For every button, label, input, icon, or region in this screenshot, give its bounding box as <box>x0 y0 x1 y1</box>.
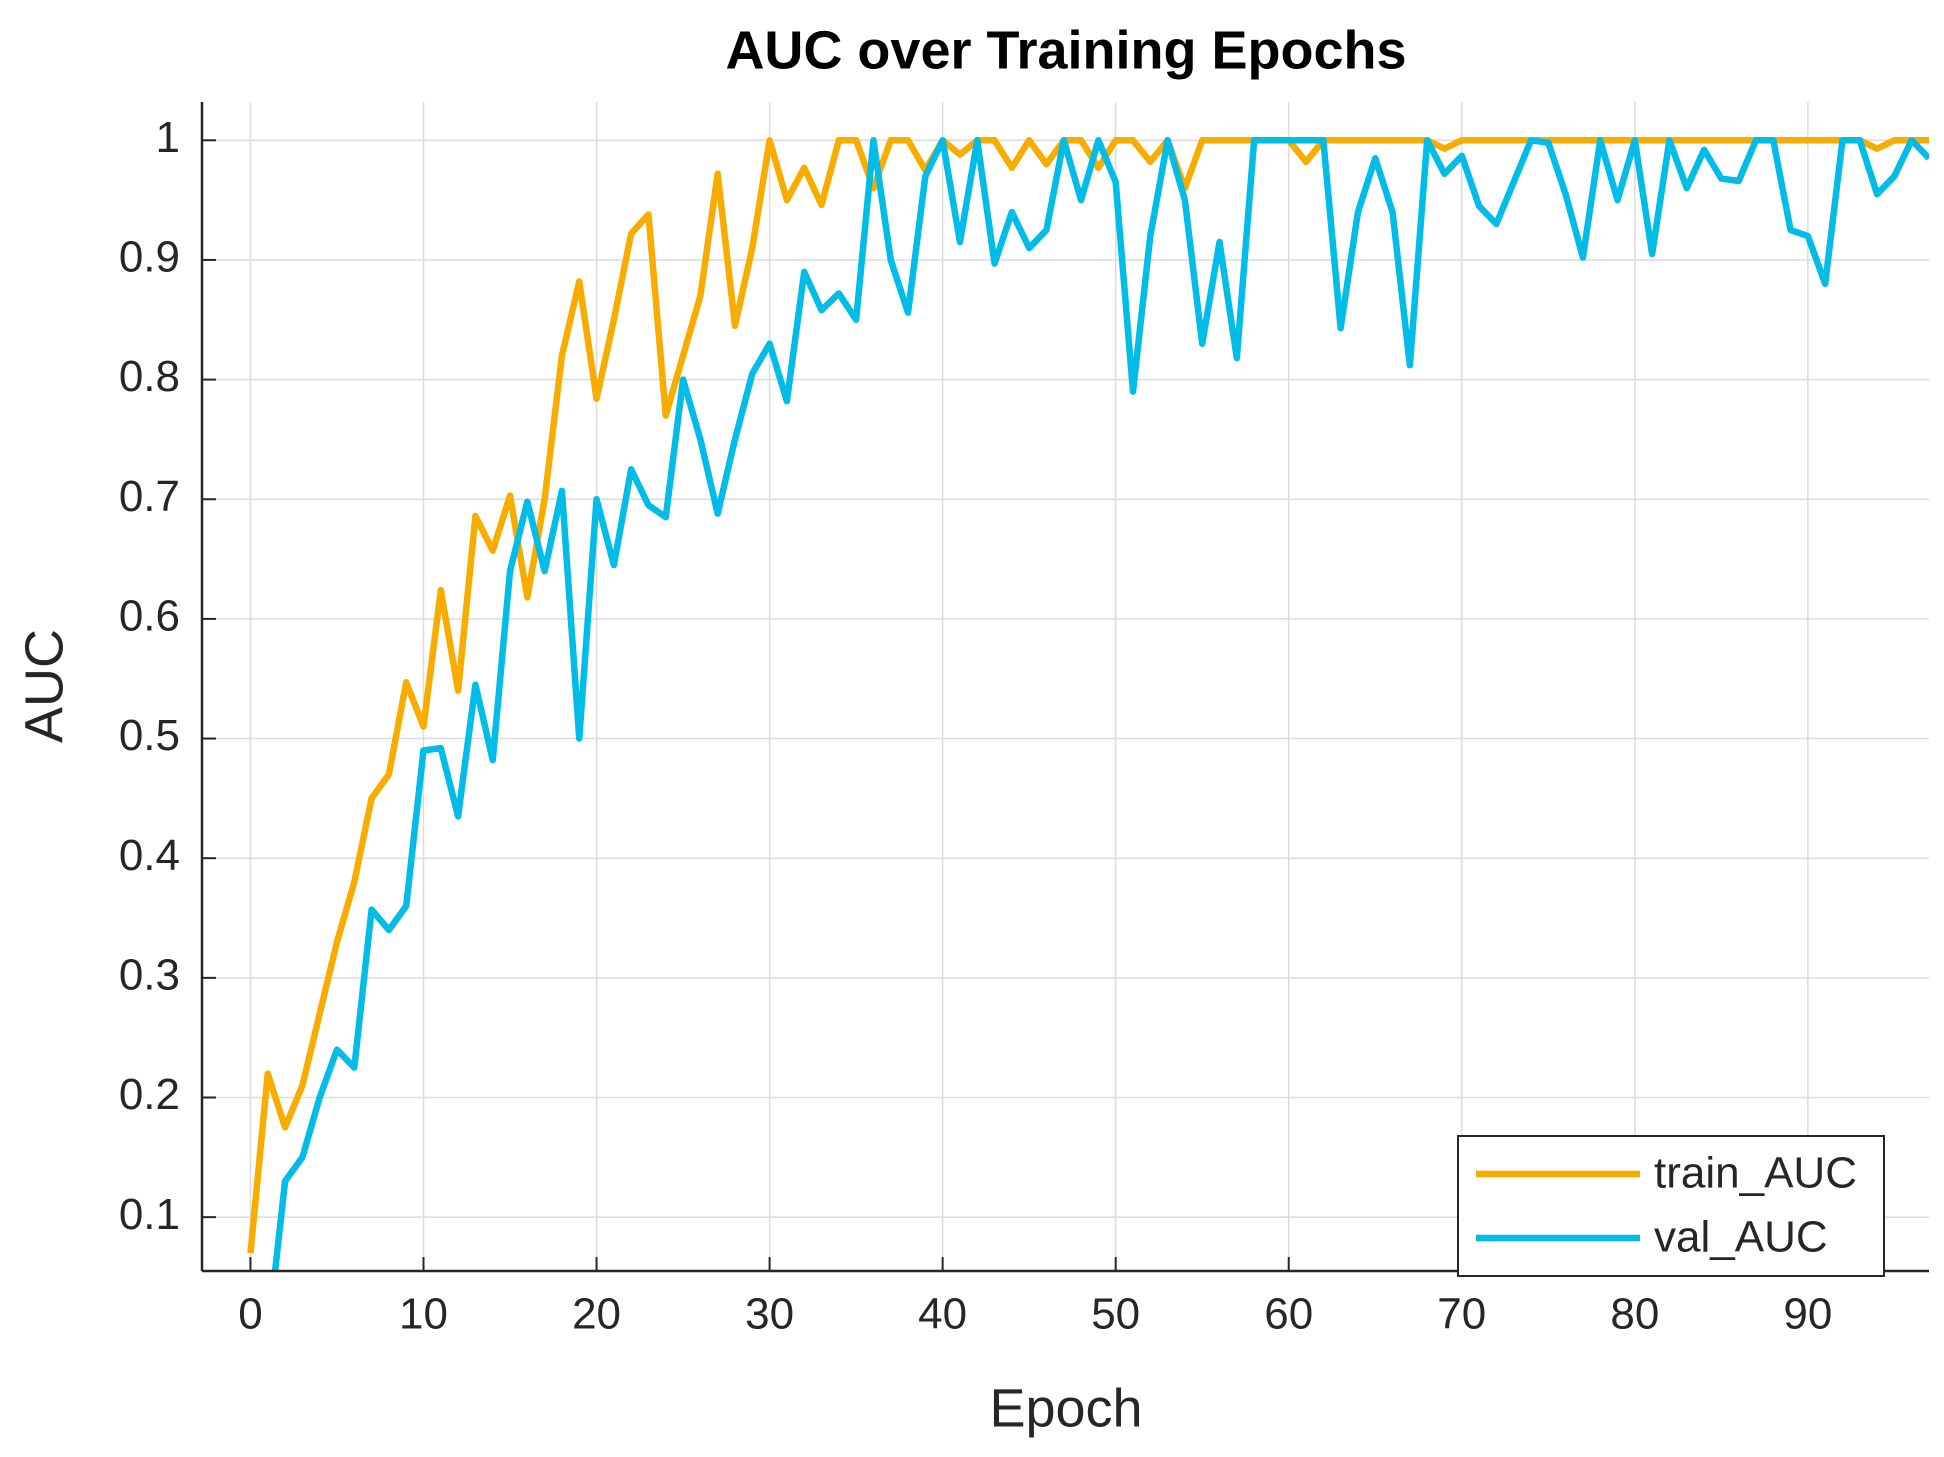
y-tick-label: 0.3 <box>119 950 180 999</box>
y-tick-label: 0.5 <box>119 711 180 760</box>
line-series <box>271 137 1929 1271</box>
x-tick-label: 0 <box>238 1290 262 1339</box>
legend-label: train_AUC <box>1654 1149 1857 1198</box>
x-tick-label: 30 <box>745 1290 794 1339</box>
legend-box <box>1457 1135 1885 1277</box>
y-tick-label: 0.2 <box>119 1070 180 1119</box>
x-tick-label: 10 <box>399 1290 448 1339</box>
y-tick-label: 0.4 <box>119 831 180 880</box>
x-tick-label: 40 <box>918 1290 967 1339</box>
line-series <box>247 137 1929 1254</box>
x-tick-label: 20 <box>572 1290 621 1339</box>
y-tick-label: 1 <box>156 113 180 162</box>
y-tick-label: 0.9 <box>119 233 180 282</box>
x-tick-label: 80 <box>1610 1290 1659 1339</box>
y-axis-label: AUC <box>14 629 74 743</box>
x-tick-label: 60 <box>1264 1290 1313 1339</box>
x-tick-label: 90 <box>1783 1290 1832 1339</box>
x-axis-label: Epoch <box>989 1378 1142 1438</box>
legend-label: val_AUC <box>1654 1213 1828 1262</box>
y-tick-label: 0.6 <box>119 592 180 641</box>
x-tick-label: 50 <box>1091 1290 1140 1339</box>
y-tick-label: 0.7 <box>119 472 180 521</box>
legend: train_AUC val_AUC <box>1457 1135 1885 1277</box>
chart-title: AUC over Training Epochs <box>725 20 1406 80</box>
y-tick-label: 0.1 <box>119 1190 180 1239</box>
y-tick-label: 0.8 <box>119 352 180 401</box>
plot-area <box>202 102 1929 1271</box>
x-tick-label: 70 <box>1437 1290 1486 1339</box>
